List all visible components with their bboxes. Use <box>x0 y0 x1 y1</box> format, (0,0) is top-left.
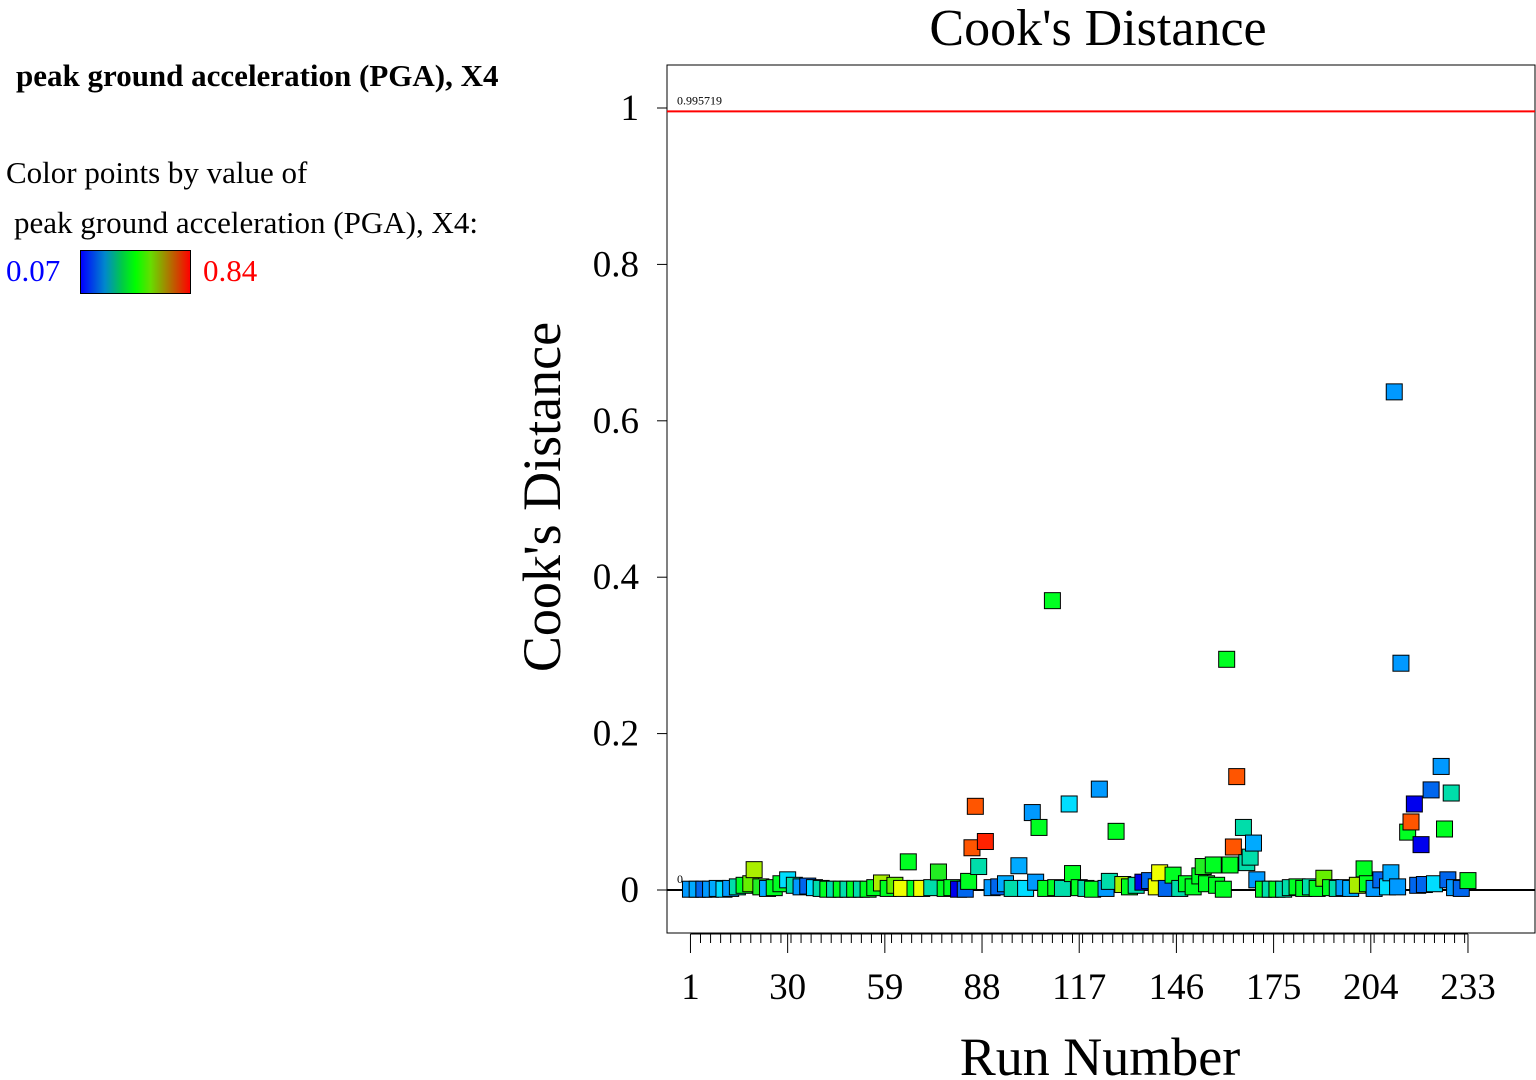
data-point <box>1023 804 1041 822</box>
legend-min-value: 0.07 <box>6 253 61 288</box>
data-point <box>960 872 978 890</box>
x-axis: 1 30 59 88 117 146 175 204 233 <box>681 933 1496 1008</box>
data-point <box>745 861 763 879</box>
data-point <box>970 858 988 876</box>
data-point <box>1043 592 1061 610</box>
data-point <box>1218 650 1236 668</box>
x-tick-label: 204 <box>1343 967 1399 1008</box>
data-points <box>681 383 1477 898</box>
color-scale-bar <box>80 250 191 294</box>
y-tick-label: 0.2 <box>593 714 639 755</box>
legend-caption-line2: peak ground acceleration (PGA), X4: <box>14 205 478 240</box>
chart-title: Cook's Distance <box>929 0 1266 57</box>
y-tick-label: 0.8 <box>593 244 639 285</box>
data-point <box>966 797 984 815</box>
x-tick-label: 59 <box>866 967 903 1008</box>
data-point <box>1214 880 1232 898</box>
reference-lines: 0.995719 0 <box>667 93 1535 891</box>
x-tick-label: 88 <box>964 967 1001 1008</box>
data-point <box>1422 781 1440 799</box>
data-point <box>1442 784 1460 802</box>
data-point <box>1432 757 1450 775</box>
data-point <box>1010 857 1028 875</box>
data-point <box>1221 856 1239 874</box>
data-point <box>1228 768 1246 786</box>
threshold-label: 0.995719 <box>677 93 722 107</box>
data-point <box>1234 818 1252 836</box>
zero-line-label: 0 <box>677 872 683 886</box>
x-tick-label: 1 <box>681 967 700 1008</box>
data-point <box>1405 795 1423 813</box>
x-tick-label: 146 <box>1149 967 1205 1008</box>
data-point <box>1060 795 1078 813</box>
x-tick-label: 117 <box>1052 967 1106 1008</box>
data-point <box>1030 818 1048 836</box>
legend-max-value: 0.84 <box>203 253 258 288</box>
y-tick-label: 0 <box>621 870 640 911</box>
y-tick-label: 0.6 <box>593 401 639 442</box>
plot-frame <box>666 64 1536 934</box>
data-point <box>929 863 947 881</box>
data-point <box>1412 836 1430 854</box>
legend-caption-line1: Color points by value of <box>6 155 308 190</box>
data-point <box>1204 856 1222 874</box>
data-point <box>1224 838 1242 856</box>
data-point <box>1385 383 1403 401</box>
data-point <box>1436 820 1454 838</box>
y-tick-label: 1 <box>621 88 640 129</box>
data-point <box>1244 834 1262 852</box>
y-tick-label: 0.4 <box>593 557 639 598</box>
y-axis-label: Cook's Distance <box>512 322 572 672</box>
x-axis-label: Run Number <box>960 1027 1240 1080</box>
data-point <box>1392 654 1410 672</box>
data-point <box>1107 822 1125 840</box>
x-tick-label: 233 <box>1440 967 1496 1008</box>
x-tick-label: 30 <box>769 967 806 1008</box>
data-point <box>976 833 994 851</box>
data-point <box>899 853 917 871</box>
data-point <box>1355 860 1373 878</box>
y-axis: 0 0.2 0.4 0.6 0.8 1 <box>593 88 667 911</box>
data-point <box>1389 878 1407 896</box>
data-point <box>1459 872 1477 890</box>
data-point <box>1402 813 1420 831</box>
data-point <box>1053 879 1071 897</box>
data-point <box>1090 780 1108 798</box>
x-tick-label: 175 <box>1246 967 1302 1008</box>
side-title: peak ground acceleration (PGA), X4 <box>16 58 499 93</box>
